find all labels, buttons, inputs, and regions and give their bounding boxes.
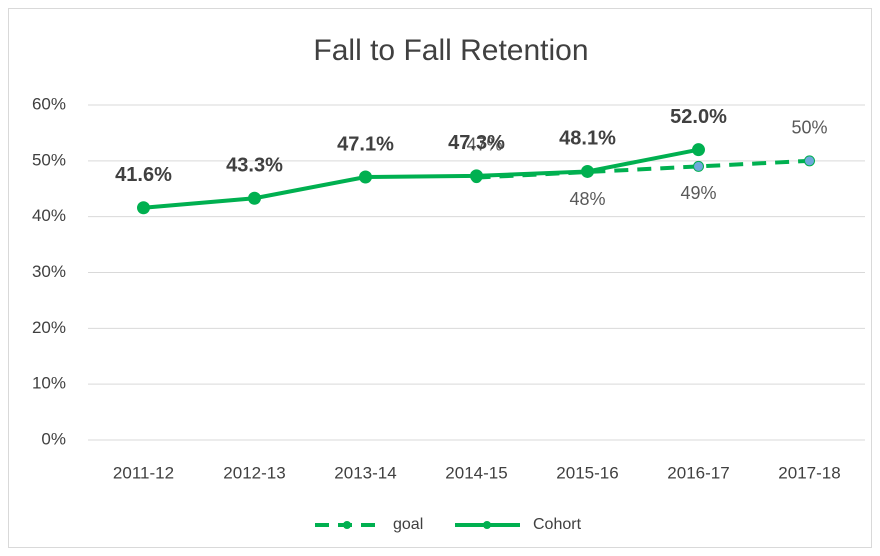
data-label: 52.0%	[670, 106, 727, 128]
marker	[359, 170, 372, 184]
chart-title: Fall to Fall Retention	[313, 34, 588, 67]
y-tick-label: 50%	[32, 150, 66, 169]
legend-marker	[343, 521, 351, 529]
chart-border	[8, 8, 872, 548]
marker	[248, 191, 261, 205]
x-tick-label: 2012-13	[223, 463, 285, 482]
marker	[693, 160, 704, 172]
data-label: 48%	[569, 189, 605, 209]
data-label: 47%	[466, 134, 502, 154]
x-tick-label: 2011-12	[113, 463, 174, 482]
data-label: 43.3%	[226, 155, 283, 177]
y-tick-label: 0%	[41, 429, 66, 448]
x-tick-label: 2015-16	[556, 463, 618, 482]
marker	[137, 201, 150, 215]
data-label: 47.1%	[337, 133, 394, 155]
y-tick-label: 60%	[32, 94, 66, 113]
legend-label: Cohort	[533, 516, 582, 533]
data-label: 48.1%	[559, 128, 616, 150]
y-tick-label: 30%	[32, 262, 66, 281]
data-label: 47.3%	[448, 132, 505, 154]
y-tick-label: 20%	[32, 318, 66, 337]
marker	[581, 164, 594, 178]
y-tick-label: 10%	[32, 374, 66, 393]
marker	[804, 155, 815, 167]
x-tick-label: 2017-18	[778, 463, 840, 482]
legend-marker	[483, 521, 491, 529]
y-tick-label: 40%	[32, 206, 66, 225]
data-label: 41.6%	[115, 164, 172, 186]
data-label: 49%	[680, 183, 716, 203]
x-tick-label: 2014-15	[445, 463, 507, 482]
marker	[470, 169, 483, 183]
x-tick-label: 2016-17	[667, 463, 729, 482]
series-line	[143, 147, 699, 210]
data-label: 50%	[791, 118, 827, 138]
x-tick-label: 2013-14	[334, 463, 396, 482]
marker	[692, 143, 705, 157]
legend-label: goal	[393, 516, 423, 533]
